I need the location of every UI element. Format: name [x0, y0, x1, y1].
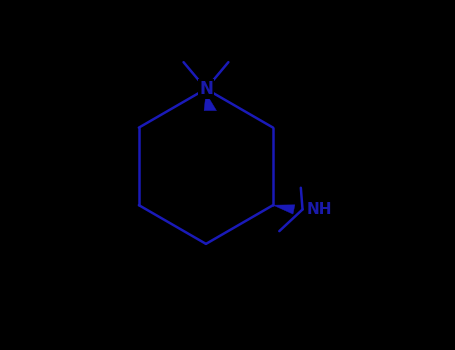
Text: NH: NH — [307, 202, 332, 217]
Polygon shape — [204, 93, 217, 111]
Text: N: N — [199, 80, 213, 98]
Polygon shape — [273, 205, 295, 214]
